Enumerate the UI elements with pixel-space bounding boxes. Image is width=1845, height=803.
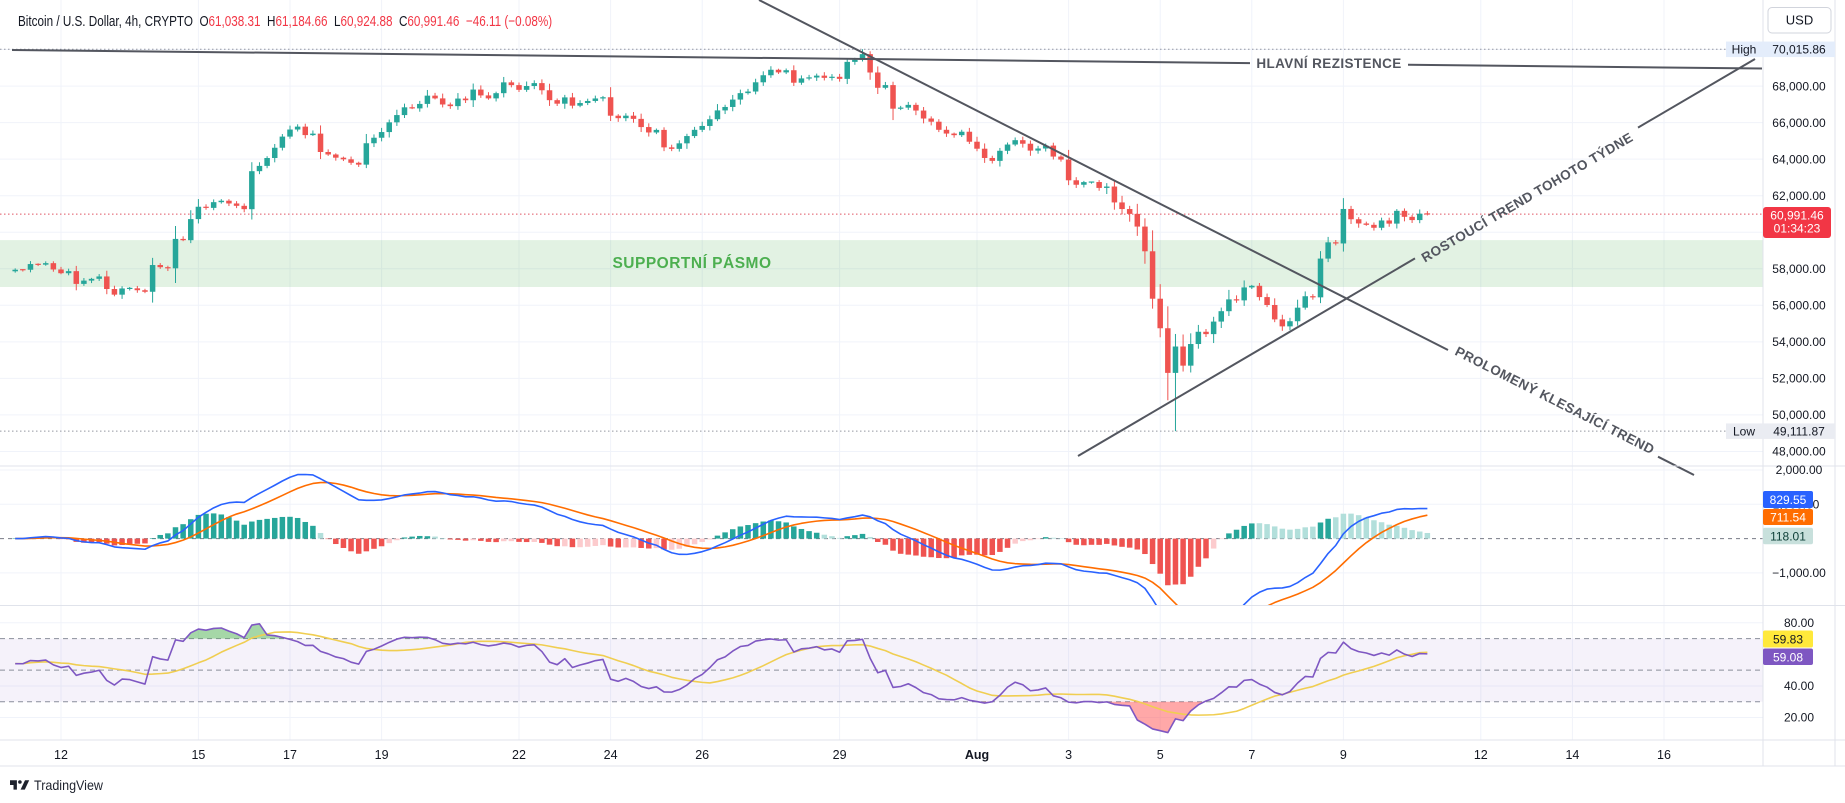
svg-text:7: 7 [1248,748,1255,762]
svg-text:TradingView: TradingView [34,778,104,794]
svg-text:9: 9 [1340,748,1347,762]
svg-text:Bitcoin / U.S. Dollar, 4h, CRY: Bitcoin / U.S. Dollar, 4h, CRYPTO O61,03… [18,13,552,30]
svg-text:12: 12 [54,748,68,762]
svg-text:118.01: 118.01 [1770,530,1806,544]
svg-text:Aug: Aug [965,748,989,762]
svg-text:60,991.46: 60,991.46 [1770,209,1824,223]
svg-text:49,111.87: 49,111.87 [1773,424,1825,438]
svg-text:15: 15 [191,748,205,762]
svg-text:20.00: 20.00 [1784,711,1814,725]
svg-text:01:34:23: 01:34:23 [1774,222,1821,236]
svg-text:3: 3 [1065,748,1072,762]
svg-text:Low: Low [1733,424,1755,438]
svg-text:66,000.00: 66,000.00 [1772,116,1826,130]
svg-text:711.54: 711.54 [1770,511,1806,525]
svg-text:12: 12 [1474,748,1488,762]
svg-text:2,000.00: 2,000.00 [1776,463,1823,477]
svg-text:29: 29 [833,748,847,762]
svg-text:SUPPORTNÍ PÁSMO: SUPPORTNÍ PÁSMO [612,255,771,272]
svg-text:USD: USD [1786,13,1813,28]
svg-text:High: High [1732,42,1757,56]
svg-text:56,000.00: 56,000.00 [1772,299,1826,313]
svg-text:24: 24 [604,748,618,762]
svg-text:64,000.00: 64,000.00 [1772,152,1826,166]
svg-text:17: 17 [283,748,297,762]
svg-text:62,000.00: 62,000.00 [1772,189,1826,203]
svg-text:5: 5 [1157,748,1164,762]
svg-text:−1,000.00: −1,000.00 [1772,566,1826,580]
svg-text:54,000.00: 54,000.00 [1772,335,1826,349]
svg-text:58,000.00: 58,000.00 [1772,262,1826,276]
svg-text:68,000.00: 68,000.00 [1772,79,1826,93]
svg-text:16: 16 [1657,748,1671,762]
svg-text:22: 22 [512,748,526,762]
svg-text:59.08: 59.08 [1773,650,1803,664]
svg-text:19: 19 [375,748,389,762]
svg-text:52,000.00: 52,000.00 [1772,372,1826,386]
svg-text:48,000.00: 48,000.00 [1772,445,1826,459]
svg-text:14: 14 [1565,748,1579,762]
svg-text:40.00: 40.00 [1784,679,1814,693]
svg-text:26: 26 [695,748,709,762]
svg-text:50,000.00: 50,000.00 [1772,408,1826,422]
svg-text:829.55: 829.55 [1770,493,1807,507]
svg-text:HLAVNÍ REZISTENCE: HLAVNÍ REZISTENCE [1256,56,1401,71]
svg-text:70,015.86: 70,015.86 [1772,42,1826,56]
svg-text:80.00: 80.00 [1784,616,1814,630]
svg-text:59.83: 59.83 [1773,633,1803,647]
